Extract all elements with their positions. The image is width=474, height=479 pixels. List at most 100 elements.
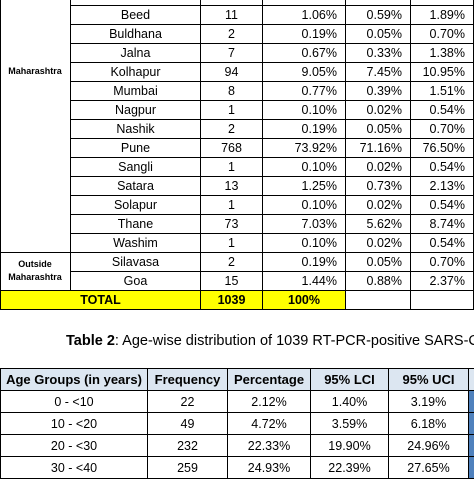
lci-cell: 5.62% <box>345 214 411 234</box>
cell: 19.90% <box>310 434 389 457</box>
district-cell: Kolhapur <box>70 62 201 82</box>
frequency-cell: 73 <box>200 214 263 234</box>
header-cell: Percentage <box>227 368 311 391</box>
uci-cell: 1.51% <box>410 81 474 101</box>
frequency-cell: 13 <box>200 176 263 196</box>
lci-cell: 0.73% <box>345 176 411 196</box>
caption: Table 2: Age-wise distribution of 1039 R… <box>66 333 474 349</box>
cell: 3.59% <box>310 412 389 435</box>
cell <box>468 390 474 413</box>
cell: 22.33% <box>227 434 311 457</box>
cell: 4.72% <box>227 412 311 435</box>
cell: 22.39% <box>310 456 389 479</box>
frequency-cell: 1 <box>200 157 263 177</box>
total-frequency: 1039 <box>200 290 263 310</box>
cell: 3.19% <box>388 390 469 413</box>
group-label: Maharashtra <box>8 66 62 76</box>
uci-cell: 2.37% <box>410 271 474 291</box>
lci-cell: 0.05% <box>345 24 411 44</box>
header-cell: Frequency <box>147 368 228 391</box>
cell: 24.96% <box>388 434 469 457</box>
percentage-cell: 0.19% <box>262 252 346 272</box>
header-cell: Age Groups (in years) <box>0 368 148 391</box>
frequency-cell: 94 <box>200 62 263 82</box>
cell: 30 - <40 <box>0 456 148 479</box>
cell: 27.65% <box>388 456 469 479</box>
cell <box>345 290 411 310</box>
percentage-cell: 9.05% <box>262 62 346 82</box>
cell: 49 <box>147 412 228 435</box>
group-cell <box>0 0 71 253</box>
percentage-cell: 0.67% <box>262 43 346 63</box>
percentage-cell: 73.92% <box>262 138 346 158</box>
header-cell: 95% LCI <box>310 368 389 391</box>
percentage-cell: 0.19% <box>262 119 346 139</box>
cell: 24.93% <box>227 456 311 479</box>
cell <box>468 412 474 435</box>
uci-cell: 0.70% <box>410 252 474 272</box>
cell: 10 - <20 <box>0 412 148 435</box>
lci-cell: 7.45% <box>345 62 411 82</box>
uci-cell: 0.70% <box>410 24 474 44</box>
percentage-cell: 1.25% <box>262 176 346 196</box>
percentage-cell: 0.10% <box>262 157 346 177</box>
percentage-cell: 0.10% <box>262 195 346 215</box>
district-cell: Sangli <box>70 157 201 177</box>
frequency-cell: 1 <box>200 195 263 215</box>
district-cell: Buldhana <box>70 24 201 44</box>
district-cell: Satara <box>70 176 201 196</box>
uci-cell: 2.13% <box>410 176 474 196</box>
frequency-cell: 768 <box>200 138 263 158</box>
district-cell: Goa <box>70 271 201 291</box>
district-cell: Nagpur <box>70 100 201 120</box>
percentage-cell: 0.10% <box>262 100 346 120</box>
frequency-cell: 7 <box>200 43 263 63</box>
frequency-cell: 15 <box>200 271 263 291</box>
cell <box>468 368 474 391</box>
lci-cell: 0.05% <box>345 119 411 139</box>
total-label: TOTAL <box>0 290 201 310</box>
uci-cell: 0.54% <box>410 195 474 215</box>
district-cell: Pune <box>70 138 201 158</box>
percentage-cell: 0.77% <box>262 81 346 101</box>
lci-cell: 0.05% <box>345 252 411 272</box>
lci-cell: 71.16% <box>345 138 411 158</box>
uci-cell: 0.70% <box>410 119 474 139</box>
uci-cell: 1.38% <box>410 43 474 63</box>
district-cell: Jalna <box>70 43 201 63</box>
group-label: Outside Maharashtra <box>8 259 62 282</box>
frequency-cell: 1 <box>200 233 263 253</box>
caption-label: Table 2 <box>66 333 115 349</box>
uci-cell: 10.95% <box>410 62 474 82</box>
cell: 2.12% <box>227 390 311 413</box>
lci-cell: 0.88% <box>345 271 411 291</box>
cell: 259 <box>147 456 228 479</box>
district-cell: Mumbai <box>70 81 201 101</box>
district-cell: Washim <box>70 233 201 253</box>
cell: 232 <box>147 434 228 457</box>
frequency-cell: 2 <box>200 119 263 139</box>
percentage-cell: 1.06% <box>262 5 346 25</box>
cell <box>410 290 474 310</box>
uci-cell: 76.50% <box>410 138 474 158</box>
percentage-cell: 0.19% <box>262 24 346 44</box>
district-cell: Nashik <box>70 119 201 139</box>
cell: 0 - <10 <box>0 390 148 413</box>
district-cell: Silavasa <box>70 252 201 272</box>
lci-cell: 0.59% <box>345 5 411 25</box>
frequency-cell: 11 <box>200 5 263 25</box>
uci-cell: 1.89% <box>410 5 474 25</box>
district-cell: Solapur <box>70 195 201 215</box>
frequency-cell: 1 <box>200 100 263 120</box>
lci-cell: 0.33% <box>345 43 411 63</box>
percentage-cell: 0.10% <box>262 233 346 253</box>
cell: 1.40% <box>310 390 389 413</box>
total-percentage: 100% <box>262 290 346 310</box>
cell: 6.18% <box>388 412 469 435</box>
uci-cell: 0.54% <box>410 100 474 120</box>
lci-cell: 0.02% <box>345 233 411 253</box>
lci-cell: 0.02% <box>345 100 411 120</box>
header-cell: 95% UCI <box>388 368 469 391</box>
district-cell: Beed <box>70 5 201 25</box>
